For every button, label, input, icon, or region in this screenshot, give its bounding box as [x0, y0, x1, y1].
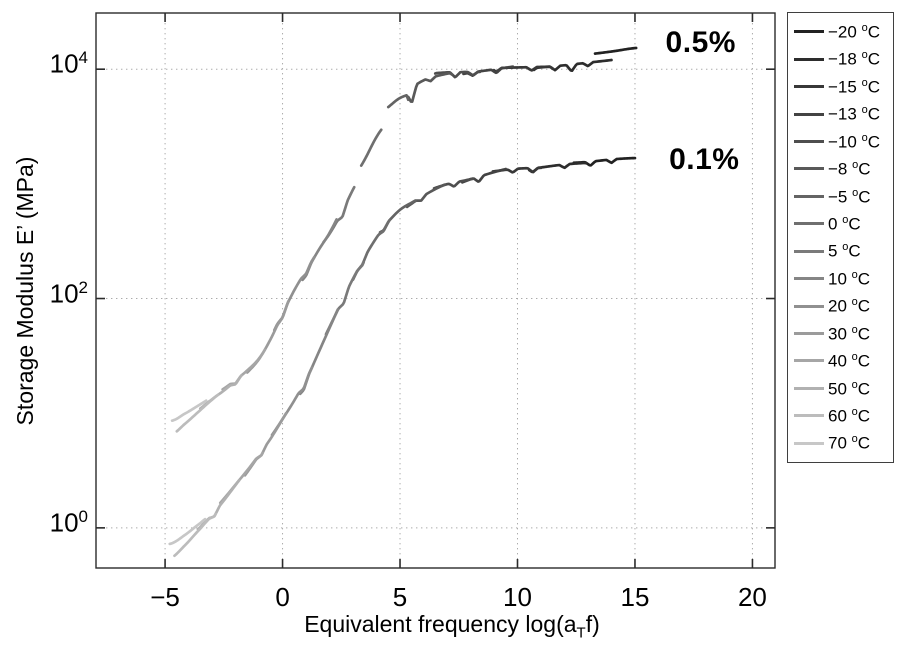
- legend-label: −10 oC: [828, 131, 880, 152]
- legend-line-swatch: [794, 277, 824, 281]
- legend-item-−8°C: −8 oC: [794, 156, 893, 182]
- legend-label: −8 oC: [828, 159, 871, 179]
- legend-line-swatch: [794, 332, 824, 336]
- legend-label: −18 oC: [828, 49, 880, 69]
- legend-label: 30 oC: [828, 323, 871, 344]
- legend-label: 50 oC: [828, 378, 871, 399]
- legend-line-swatch: [794, 386, 824, 390]
- legend-item-−20°C: −20 oC: [794, 19, 893, 45]
- legend-label: 20 oC: [828, 296, 871, 316]
- curve-segment-0.5pct-70°C: [170, 399, 208, 422]
- curve-segment-0.5pct-−18°C: [532, 58, 613, 73]
- x-axis-label: Equivalent frequency log(aTf): [112, 611, 792, 642]
- legend-line-swatch: [794, 85, 824, 89]
- legend-line-swatch: [794, 222, 824, 226]
- legend: −20 oC −18 oC −15 oC −13 oC −10 oC −8 oC −5 oC…: [787, 12, 894, 463]
- curve-segment-0.5pct-−5°C: [386, 94, 410, 109]
- legend-label: 10 oC: [828, 268, 871, 289]
- curve-segment-0.5pct-−10°C: [433, 70, 482, 79]
- legend-label: 5 oC: [828, 241, 861, 262]
- legend-item-5°C: 5 oC: [794, 238, 893, 264]
- legend-label: −20 oC: [828, 21, 880, 42]
- curve-segment-0.5pct-60°C: [175, 393, 220, 433]
- legend-item-−13°C: −13 oC: [794, 101, 893, 127]
- legend-item-−5°C: −5 oC: [794, 183, 893, 209]
- y-tick-label-1e2: 102: [49, 277, 88, 309]
- legend-item-20°C: 20 oC: [794, 293, 893, 319]
- legend-item-70°C: 70 oC: [794, 430, 893, 456]
- curve-segment-0.1pct-60°C: [173, 512, 217, 558]
- legend-item-10°C: 10 oC: [794, 266, 893, 292]
- y-tick-label-1e4: 104: [49, 48, 88, 79]
- legend-line-swatch: [794, 249, 824, 253]
- legend-line-swatch: [794, 112, 824, 116]
- curve-segment-0.5pct-30°C: [245, 299, 290, 374]
- strain-label-0.1pct: 0.1%: [669, 142, 740, 176]
- curve-segment-0.5pct-−20°C: [593, 46, 638, 55]
- legend-label: 40 oC: [828, 351, 871, 371]
- legend-line-swatch: [794, 57, 824, 61]
- legend-line-swatch: [794, 359, 824, 363]
- legend-label: 60 oC: [828, 406, 871, 426]
- legend-line-swatch: [794, 139, 824, 143]
- legend-line-swatch: [794, 304, 824, 308]
- x-tick-label-0: 0: [275, 582, 290, 612]
- legend-item-−10°C: −10 oC: [794, 128, 893, 154]
- curve-segment-0.5pct-0°C: [359, 128, 383, 167]
- y-tick-label-1e0: 100: [49, 506, 88, 538]
- legend-line-swatch: [794, 441, 824, 445]
- curve-segment-0.1pct-50°C: [196, 479, 241, 531]
- legend-item-50°C: 50 oC: [794, 375, 893, 401]
- legend-item-40°C: 40 oC: [794, 348, 893, 374]
- x-tick-label--5: −5: [150, 582, 180, 612]
- curve-segment-0.1pct-70°C: [168, 517, 207, 546]
- x-axis-label-text: Equivalent frequency log(a: [304, 611, 577, 637]
- legend-item-0°C: 0 oC: [794, 211, 893, 237]
- legend-line-swatch: [794, 194, 824, 198]
- legend-label: −5 oC: [828, 186, 871, 207]
- legend-item-−15°C: −15 oC: [794, 74, 893, 100]
- legend-line-swatch: [794, 30, 824, 34]
- x-tick-label-15: 15: [620, 582, 650, 612]
- x-tick-label-10: 10: [503, 582, 532, 612]
- strain-label-0.5pct: 0.5%: [665, 25, 736, 59]
- curve-segment-0.5pct-−8°C: [406, 71, 454, 103]
- legend-label: 70 oC: [828, 433, 871, 454]
- plot-frame: [95, 12, 776, 569]
- x-axis-label-subscript: T: [576, 624, 586, 642]
- x-tick-label-5: 5: [392, 582, 408, 612]
- legend-line-swatch: [794, 167, 824, 171]
- legend-label: 0 oC: [828, 213, 861, 234]
- legend-label: −13 oC: [828, 104, 880, 124]
- legend-label: −15 oC: [828, 76, 880, 97]
- x-axis-label-text: f): [585, 611, 600, 637]
- legend-item-30°C: 30 oC: [794, 321, 893, 347]
- legend-item-60°C: 60 oC: [794, 403, 893, 429]
- legend-item-−18°C: −18 oC: [794, 46, 893, 72]
- legend-line-swatch: [794, 414, 824, 418]
- x-tick-label-20: 20: [737, 582, 767, 612]
- curve-segment-0.5pct-40°C: [221, 348, 267, 391]
